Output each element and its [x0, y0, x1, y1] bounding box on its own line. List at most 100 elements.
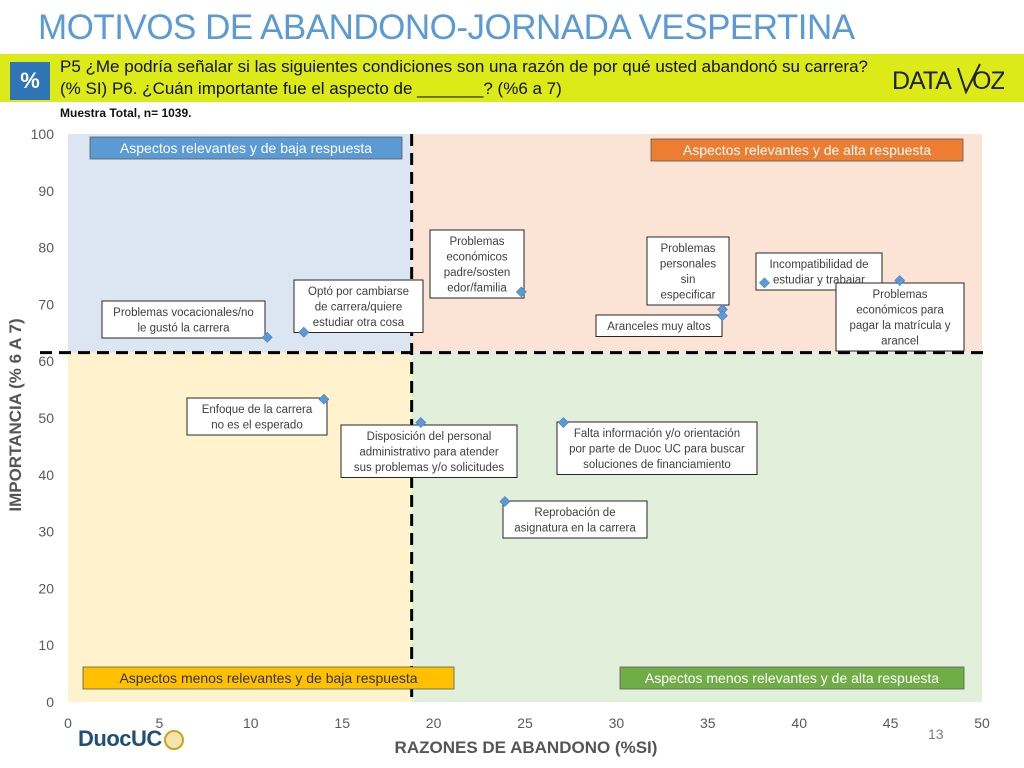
quadrant-label-top-left-box [89, 136, 403, 160]
quadrant-label-top-right: Aspectos relevantes y de alta respuesta [650, 138, 964, 162]
y-tick-label: 30 [38, 524, 54, 540]
y-axis-label: IMPORTANCIA (% 6 A 7) [6, 318, 25, 512]
data-point-group: Problemas vocacionales/no le gustó la car… [101, 300, 266, 339]
x-tick-label: 0 [64, 715, 72, 731]
data-label-line: Reprobación de [534, 507, 615, 519]
data-point-group: Problemas económicos padre/sosten edor/fami… [429, 229, 525, 299]
data-label-line: especificar [661, 290, 716, 302]
data-point-group: Problemas económicos para pagar la matrícu… [835, 282, 965, 352]
x-tick-label: 40 [791, 715, 807, 731]
x-tick-label: 35 [700, 715, 716, 731]
sample-note: Muestra Total, n= 1039. [60, 106, 192, 120]
y-tick-label: 20 [38, 580, 54, 596]
x-tick-label: 20 [426, 715, 442, 731]
data-label-line: Incompatibilidad de [769, 259, 868, 271]
data-label-line: Disposición del personal [367, 431, 492, 443]
y-tick-label: 0 [46, 694, 54, 710]
data-label-line: administrativo para atender [359, 447, 499, 459]
data-label-box [502, 500, 648, 539]
data-label-line: de carrera/quiere [315, 302, 403, 314]
data-point-marker [318, 393, 330, 405]
data-label-line: padre/sosten [444, 267, 511, 279]
data-point-group: Problemas personales sin especificar [646, 236, 730, 306]
data-point-marker [415, 417, 427, 428]
data-point-marker [557, 417, 569, 428]
data-label-line: económicos [446, 252, 508, 264]
data-point-marker [499, 496, 511, 507]
data-point-group: Disposición del personal administrativo p… [340, 424, 518, 478]
datavoz-logo: DATA OZ [892, 62, 1004, 96]
quadrant-label-bottom-right-box [619, 666, 965, 690]
y-tick-label: 70 [38, 296, 54, 312]
quadrant-label-bottom-left-text: Aspectos menos relevantes y de baja resp… [119, 670, 417, 686]
y-tick-label: 60 [38, 353, 54, 369]
page-number: 13 [928, 726, 944, 742]
data-label-line: edor/familia [447, 283, 507, 295]
data-label-line: Falta información y/o orientación [574, 428, 740, 440]
data-label-box [646, 236, 730, 306]
question-line-1: P5 ¿Me podría señalar si las siguientes … [60, 57, 869, 76]
x-tick-label: 50 [974, 715, 990, 731]
data-label-box [101, 300, 266, 339]
y-tick-label: 100 [31, 126, 55, 142]
y-tick-label: 50 [38, 410, 54, 426]
svg-text:OZ: OZ [972, 67, 1004, 95]
data-point-marker [515, 286, 527, 298]
data-label-line: no es el esperado [211, 420, 302, 432]
question-line-2: (% SI) P6. ¿Cuán importante fue el aspec… [60, 79, 562, 98]
quadrant-label-top-left-text: Aspectos relevantes y de baja respuesta [120, 140, 372, 156]
percent-badge: % [10, 62, 50, 100]
y-tick-label: 80 [38, 240, 54, 256]
y-tick-label: 10 [38, 637, 54, 653]
x-tick-label: 45 [883, 715, 899, 731]
data-label-box [186, 397, 328, 436]
x-tick-label: 5 [156, 715, 164, 731]
page-title: MOTIVOS DE ABANDONO-JORNADA VESPERTINA [38, 8, 855, 47]
data-point-group: Optó por cambiarse de carrera/quiere estud… [293, 279, 424, 333]
quadrant-label-bottom-left-box [82, 666, 455, 690]
quadrant-label-bottom-right-text: Aspectos menos relevantes y de alta resp… [645, 670, 939, 686]
question-band [0, 54, 1024, 102]
data-label-line: asignatura en la carrera [514, 523, 636, 535]
data-label-line: Enfoque de la carrera [202, 404, 313, 416]
duocuc-logo: DuocUC [78, 726, 184, 752]
data-point-marker [759, 277, 770, 289]
x-tick-label: 10 [243, 715, 259, 731]
data-label-line: personales [660, 259, 717, 271]
data-point-marker [298, 326, 310, 338]
data-label-box [556, 421, 758, 475]
data-label-line: por parte de Duoc UC para buscar [569, 444, 745, 456]
data-label-line: Optó por cambiarse [308, 286, 409, 298]
x-tick-label: 15 [334, 715, 350, 731]
datavoz-logo-mark: DATA OZ [892, 63, 1004, 95]
svg-text:DATA: DATA [892, 67, 952, 95]
data-label-box [835, 282, 965, 352]
data-point-marker [261, 331, 273, 343]
data-label-line: sus problemas y/o solicitudes [354, 462, 504, 474]
quadrant-label-top-left: Aspectos relevantes y de baja respuesta [89, 136, 403, 160]
data-point-group: Enfoque de la carrera no es el esperado [186, 397, 328, 436]
quadrant-label-bottom-right: Aspectos menos relevantes y de alta resp… [619, 666, 965, 690]
data-label-line: sin [681, 274, 696, 286]
x-tick-label: 25 [517, 715, 533, 731]
data-point-group: Falta información y/o orientación por par… [556, 421, 758, 475]
data-label-line: estudiar otra cosa [313, 317, 405, 329]
data-label-line: soluciones de financiamiento [583, 459, 731, 471]
quadrant-label-top-right-box [650, 138, 964, 162]
data-label-line: Problemas vocacionales/no [113, 307, 254, 319]
data-label-line: Problemas [661, 243, 716, 255]
x-axis-label: RAZONES DE ABANDONO (%SI) [394, 738, 658, 757]
duocuc-seal-icon [163, 730, 184, 751]
data-point-group: Reprobación de asignatura en la carrera [502, 500, 648, 539]
data-point-marker [894, 275, 906, 286]
quadrant-label-bottom-left: Aspectos menos relevantes y de baja resp… [82, 666, 455, 690]
data-label-box [340, 424, 518, 478]
data-label-box [595, 314, 723, 337]
data-label-line: Aranceles muy altos [607, 321, 711, 333]
data-label-line: Problemas [450, 236, 505, 248]
data-label-line: le gustó la carrera [137, 323, 230, 335]
data-label-line: pagar la matrícula y [850, 320, 951, 332]
data-point-group: Aranceles muy altos [595, 314, 723, 337]
y-tick-label: 90 [38, 183, 54, 199]
